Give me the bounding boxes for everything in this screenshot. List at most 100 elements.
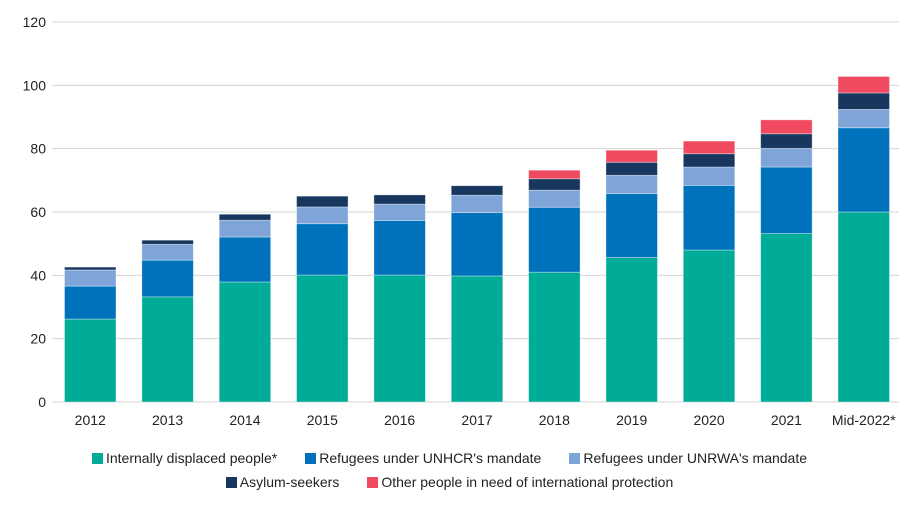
stacked-bar-chart: 0 20 40 60 80 100 120 2012 2013 2014 2015 2016 2017…: [23, 14, 899, 428]
legend-label: Asylum-seekers: [239, 474, 340, 490]
bar-segment: [141, 259, 194, 298]
bar-segment: [218, 219, 272, 238]
bar-segment: [605, 257, 658, 403]
x-tick-label: 2015: [307, 412, 338, 428]
bar-stack: [760, 119, 813, 403]
bar-segment: [296, 195, 349, 208]
bar-segment: [141, 239, 194, 245]
bar-segment: [528, 271, 581, 403]
bar-segment: [450, 185, 504, 196]
bar-segment: [605, 161, 658, 176]
bar-segment: [605, 149, 658, 163]
legend-label: Refugees under UNHCR's mandate: [319, 450, 542, 466]
bar-segment: [760, 119, 813, 135]
bar-segment: [682, 166, 736, 186]
x-axis-ticks: 2012 2013 2014 2015 2016 2017 2018 2019 2020 2021…: [75, 412, 897, 428]
x-tick-label: 2019: [616, 412, 647, 428]
legend-swatch: [569, 452, 581, 464]
bar-segment: [837, 76, 890, 94]
x-tick-label: 2012: [75, 412, 106, 428]
bars: [64, 76, 890, 403]
bar-stack: [296, 195, 349, 403]
x-tick-label: 2013: [152, 412, 183, 428]
bar-segment: [528, 189, 581, 208]
legend-row: Internally displaced people* Refugees und…: [0, 446, 899, 470]
bar-segment: [605, 174, 658, 195]
legend-row: Asylum-seekers Other people in need of in…: [0, 470, 899, 494]
bar-segment: [450, 194, 504, 214]
x-tick-label: Mid-2022*: [832, 412, 896, 428]
legend-item: Asylum-seekers: [225, 474, 340, 490]
bar-stack: [450, 185, 504, 403]
bar-stack: [605, 149, 658, 403]
legend-item: Other people in need of international pr…: [367, 474, 673, 490]
bar-segment: [450, 275, 504, 403]
bar-stack: [528, 169, 581, 403]
bar-segment: [64, 318, 117, 403]
bar-segment: [64, 266, 117, 271]
legend-swatch: [305, 452, 317, 464]
bar-segment: [837, 127, 890, 213]
bar-segment: [682, 153, 736, 168]
y-tick-label: 20: [30, 331, 46, 347]
legend-swatch: [225, 476, 237, 488]
bar-segment: [64, 285, 117, 320]
legend-swatch: [91, 452, 103, 464]
bar-segment: [296, 223, 349, 276]
bar-segment: [760, 133, 813, 149]
bar-stack: [682, 140, 736, 403]
x-tick-label: 2016: [384, 412, 415, 428]
bar-segment: [837, 109, 890, 129]
bar-segment: [528, 206, 581, 273]
bar-segment: [373, 274, 426, 403]
x-tick-label: 2017: [461, 412, 492, 428]
legend-label: Internally displaced people*: [105, 450, 278, 466]
bar-segment: [837, 92, 890, 110]
bar-segment: [218, 236, 272, 283]
bar-segment: [141, 296, 194, 403]
legend-label: Refugees under UNRWA's mandate: [583, 450, 808, 466]
bar-segment: [218, 281, 272, 403]
x-tick-label: 2018: [539, 412, 570, 428]
bar-segment: [296, 274, 349, 403]
bar-segment: [64, 269, 117, 287]
bar-segment: [760, 147, 813, 168]
bar-segment: [528, 169, 581, 180]
bar-segment: [760, 233, 813, 403]
y-tick-label: 120: [23, 14, 47, 30]
legend-item: Internally displaced people*: [91, 450, 278, 466]
x-tick-label: 2021: [771, 412, 802, 428]
bar-stack: [837, 76, 890, 403]
bar-segment: [682, 249, 736, 403]
bar-segment: [528, 178, 581, 191]
bar-segment: [373, 220, 426, 276]
legend-item: Refugees under UNRWA's mandate: [569, 450, 807, 466]
x-tick-label: 2014: [229, 412, 260, 428]
bar-segment: [296, 206, 349, 225]
bar-stack: [64, 266, 117, 403]
x-tick-label: 2020: [693, 412, 724, 428]
y-tick-label: 100: [23, 77, 47, 93]
bar-stack: [373, 194, 426, 403]
legend: Internally displaced people* Refugees und…: [0, 446, 899, 494]
bar-segment: [373, 203, 426, 221]
bar-segment: [837, 211, 890, 403]
bar-stack: [141, 239, 194, 403]
bar-segment: [450, 212, 504, 277]
bar-segment: [760, 166, 813, 234]
y-axis-ticks: 0 20 40 60 80 100 120: [23, 14, 47, 410]
bar-segment: [218, 213, 272, 221]
bar-stack: [218, 213, 272, 403]
y-tick-label: 60: [30, 204, 46, 220]
bar-segment: [141, 243, 194, 261]
bar-segment: [373, 194, 426, 205]
y-tick-label: 0: [38, 394, 46, 410]
bar-segment: [682, 184, 736, 251]
bar-segment: [682, 140, 736, 155]
legend-item: Refugees under UNHCR's mandate: [305, 450, 541, 466]
legend-swatch: [367, 476, 379, 488]
legend-label: Other people in need of international pr…: [381, 474, 674, 490]
y-tick-label: 40: [30, 267, 46, 283]
y-tick-label: 80: [30, 141, 46, 157]
bar-segment: [605, 193, 658, 258]
